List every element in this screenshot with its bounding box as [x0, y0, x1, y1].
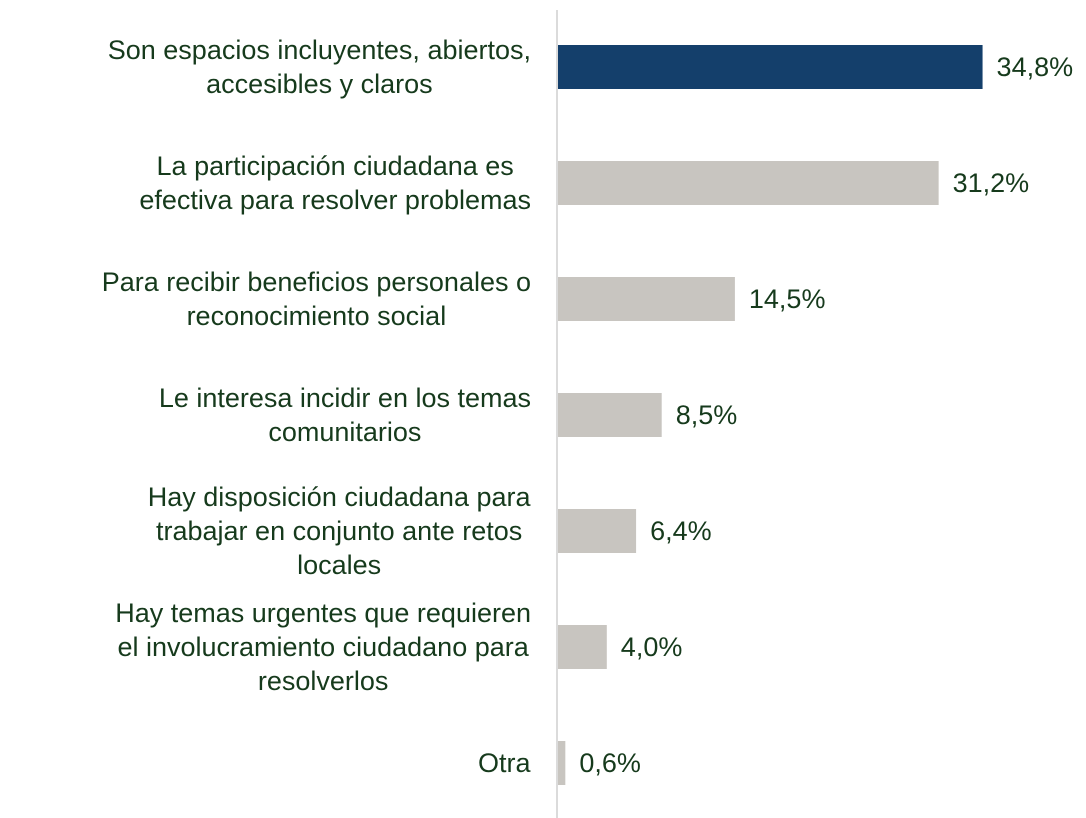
bar: [558, 45, 983, 89]
category-label: trabajar en conjunto ante retos: [156, 516, 522, 546]
value-label: 14,5%: [749, 284, 826, 314]
value-label: 8,5%: [676, 400, 738, 430]
bar: [558, 161, 939, 205]
bar: [558, 277, 735, 321]
category-label: efectiva para resolver problemas: [139, 185, 531, 215]
category-label: Hay disposición ciudadana para: [148, 482, 532, 512]
value-label: 0,6%: [579, 748, 641, 778]
bar: [558, 509, 637, 553]
category-label: Para recibir beneficios personales o: [102, 267, 531, 297]
category-label: Otra: [478, 748, 531, 778]
bar: [558, 393, 662, 437]
value-label: 31,2%: [953, 168, 1030, 198]
value-label: 34,8%: [997, 52, 1074, 82]
category-label: locales: [297, 550, 381, 580]
category-label: accesibles y claros: [206, 69, 433, 99]
category-label: comunitarios: [268, 417, 421, 447]
category-label: Son espacios incluyentes, abiertos,: [108, 35, 531, 65]
category-label: resolverlos: [258, 666, 389, 696]
category-label: Le interesa incidir en los temas: [159, 383, 531, 413]
category-label: el involucramiento ciudadano para: [117, 632, 529, 662]
value-label: 4,0%: [621, 632, 683, 662]
category-label: Hay temas urgentes que requieren: [115, 598, 531, 628]
bar: [558, 625, 607, 669]
category-label: reconocimiento social: [187, 301, 447, 331]
category-label: La participación ciudadana es: [157, 151, 514, 181]
value-label: 6,4%: [650, 516, 712, 546]
bar: [558, 741, 566, 785]
